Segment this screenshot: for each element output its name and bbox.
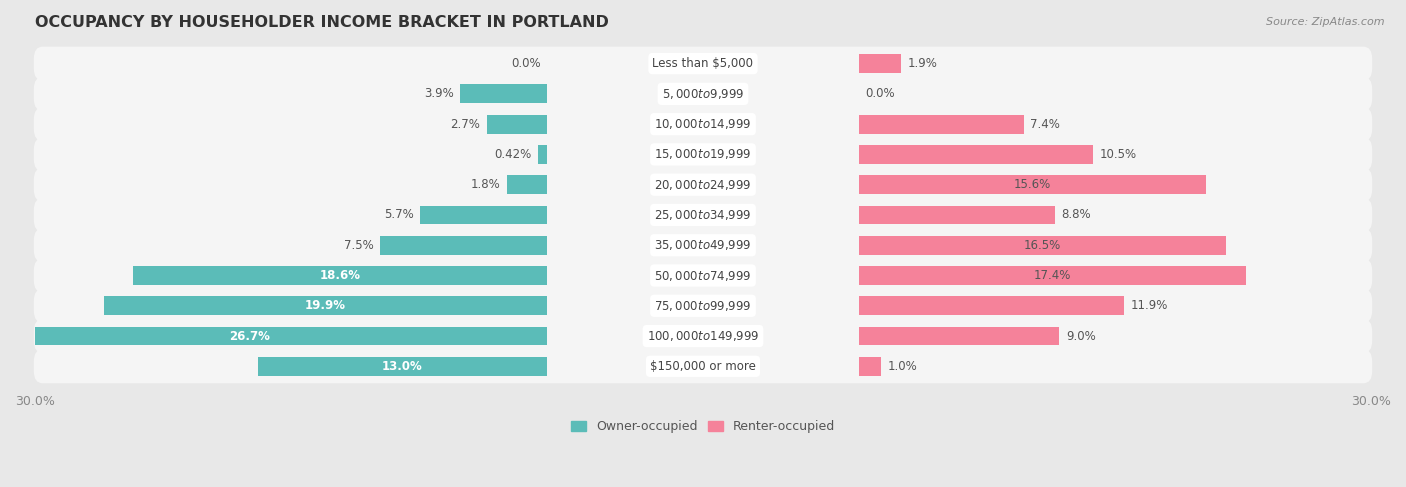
- Bar: [859, 175, 1206, 194]
- Text: $20,000 to $24,999: $20,000 to $24,999: [654, 178, 752, 192]
- Text: 1.8%: 1.8%: [471, 178, 501, 191]
- Bar: [508, 175, 547, 194]
- FancyBboxPatch shape: [34, 198, 1372, 232]
- FancyBboxPatch shape: [34, 319, 1372, 353]
- Bar: [859, 145, 1092, 164]
- Text: 19.9%: 19.9%: [305, 300, 346, 312]
- Bar: [859, 357, 882, 375]
- FancyBboxPatch shape: [34, 77, 1372, 111]
- Text: $25,000 to $34,999: $25,000 to $34,999: [654, 208, 752, 222]
- Bar: [104, 297, 547, 315]
- Bar: [859, 266, 1246, 285]
- Bar: [859, 54, 901, 73]
- Text: 17.4%: 17.4%: [1033, 269, 1071, 282]
- Bar: [537, 145, 547, 164]
- Text: 15.6%: 15.6%: [1014, 178, 1052, 191]
- Text: 8.8%: 8.8%: [1062, 208, 1091, 222]
- Bar: [859, 206, 1054, 225]
- Text: 11.9%: 11.9%: [1130, 300, 1168, 312]
- Bar: [859, 115, 1024, 133]
- Text: 0.0%: 0.0%: [866, 87, 896, 100]
- Text: 0.42%: 0.42%: [494, 148, 531, 161]
- Bar: [420, 206, 547, 225]
- Bar: [0, 327, 547, 345]
- FancyBboxPatch shape: [34, 47, 1372, 80]
- Text: 3.9%: 3.9%: [423, 87, 454, 100]
- Bar: [257, 357, 547, 375]
- Text: 7.4%: 7.4%: [1031, 118, 1060, 131]
- Text: Less than $5,000: Less than $5,000: [652, 57, 754, 70]
- Bar: [380, 236, 547, 255]
- FancyBboxPatch shape: [34, 228, 1372, 262]
- Text: 0.0%: 0.0%: [510, 57, 540, 70]
- FancyBboxPatch shape: [34, 107, 1372, 141]
- Text: 2.7%: 2.7%: [450, 118, 481, 131]
- FancyBboxPatch shape: [34, 259, 1372, 293]
- Bar: [134, 266, 547, 285]
- Bar: [460, 84, 547, 103]
- Text: OCCUPANCY BY HOUSEHOLDER INCOME BRACKET IN PORTLAND: OCCUPANCY BY HOUSEHOLDER INCOME BRACKET …: [35, 15, 609, 30]
- Text: $35,000 to $49,999: $35,000 to $49,999: [654, 238, 752, 252]
- Text: $150,000 or more: $150,000 or more: [650, 360, 756, 373]
- Text: 13.0%: 13.0%: [382, 360, 423, 373]
- Text: 10.5%: 10.5%: [1099, 148, 1136, 161]
- Text: 26.7%: 26.7%: [229, 330, 270, 342]
- Text: 9.0%: 9.0%: [1066, 330, 1095, 342]
- Text: $10,000 to $14,999: $10,000 to $14,999: [654, 117, 752, 131]
- Text: $75,000 to $99,999: $75,000 to $99,999: [654, 299, 752, 313]
- FancyBboxPatch shape: [34, 137, 1372, 171]
- Text: $5,000 to $9,999: $5,000 to $9,999: [662, 87, 744, 101]
- Text: 1.0%: 1.0%: [887, 360, 918, 373]
- Text: $15,000 to $19,999: $15,000 to $19,999: [654, 148, 752, 161]
- Text: 16.5%: 16.5%: [1024, 239, 1062, 252]
- Text: 5.7%: 5.7%: [384, 208, 413, 222]
- Bar: [859, 327, 1059, 345]
- Text: $100,000 to $149,999: $100,000 to $149,999: [647, 329, 759, 343]
- FancyBboxPatch shape: [34, 168, 1372, 202]
- Text: Source: ZipAtlas.com: Source: ZipAtlas.com: [1267, 17, 1385, 27]
- Text: 7.5%: 7.5%: [343, 239, 374, 252]
- Bar: [859, 236, 1226, 255]
- Text: $50,000 to $74,999: $50,000 to $74,999: [654, 268, 752, 282]
- Text: 18.6%: 18.6%: [319, 269, 360, 282]
- FancyBboxPatch shape: [34, 349, 1372, 383]
- Bar: [486, 115, 547, 133]
- FancyBboxPatch shape: [34, 289, 1372, 323]
- Legend: Owner-occupied, Renter-occupied: Owner-occupied, Renter-occupied: [567, 415, 839, 438]
- Bar: [859, 297, 1123, 315]
- Text: 1.9%: 1.9%: [908, 57, 938, 70]
